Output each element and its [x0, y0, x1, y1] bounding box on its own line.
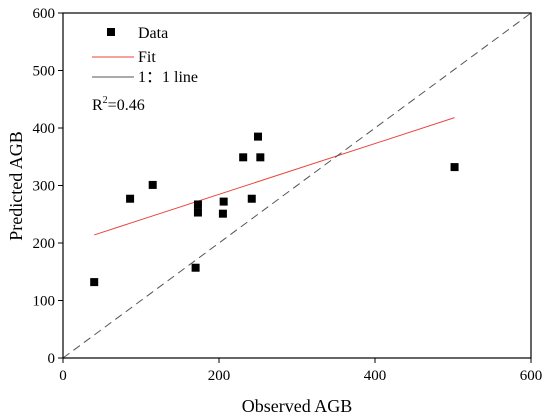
x-tick-label: 600: [520, 368, 543, 384]
data-point: [247, 194, 256, 203]
y-tick-label: 300: [33, 179, 56, 195]
data-point: [193, 200, 202, 209]
series-layer: [62, 12, 532, 359]
data-point: [191, 263, 200, 272]
fit-line: [94, 117, 455, 236]
data-point: [256, 153, 265, 162]
y-tick-label: 200: [33, 236, 56, 252]
x-axis-ticks: 0 200 400 600: [59, 358, 542, 384]
data-point: [193, 208, 202, 217]
data-point: [254, 132, 262, 141]
x-tick-label: 400: [364, 368, 387, 384]
y-tick-label: 100: [33, 294, 56, 310]
y-axis-ticks: 0 100 200 300 400 500 600: [33, 6, 63, 367]
one-to-one-line: [62, 12, 532, 359]
x-tick-label: 200: [208, 368, 231, 384]
x-axis-label: Observed AGB: [242, 396, 353, 416]
data-point: [126, 194, 135, 203]
data-point: [219, 197, 228, 206]
y-tick-label: 0: [48, 351, 56, 367]
legend-1to1-label: 1：1 line: [138, 69, 198, 86]
r-squared-annotation: R2=0.46: [92, 95, 145, 114]
y-tick-label: 400: [33, 121, 56, 137]
legend: Data Fit 1：1 line: [92, 25, 198, 86]
legend-fit-label: Fit: [138, 49, 156, 66]
r-squared-superscript: 2: [103, 95, 108, 106]
y-tick-label: 600: [33, 6, 56, 22]
plot-clip-area: [62, 12, 532, 359]
x-tick-label: 0: [59, 368, 67, 384]
legend-data-label: Data: [138, 25, 168, 42]
data-point: [148, 180, 157, 189]
y-axis-label: Predicted AGB: [6, 131, 26, 241]
y-tick-label: 500: [33, 64, 56, 80]
data-point: [450, 163, 459, 172]
legend-data-marker: [107, 28, 115, 36]
data-point: [90, 278, 99, 287]
data-point: [218, 209, 227, 218]
data-point: [239, 153, 248, 162]
